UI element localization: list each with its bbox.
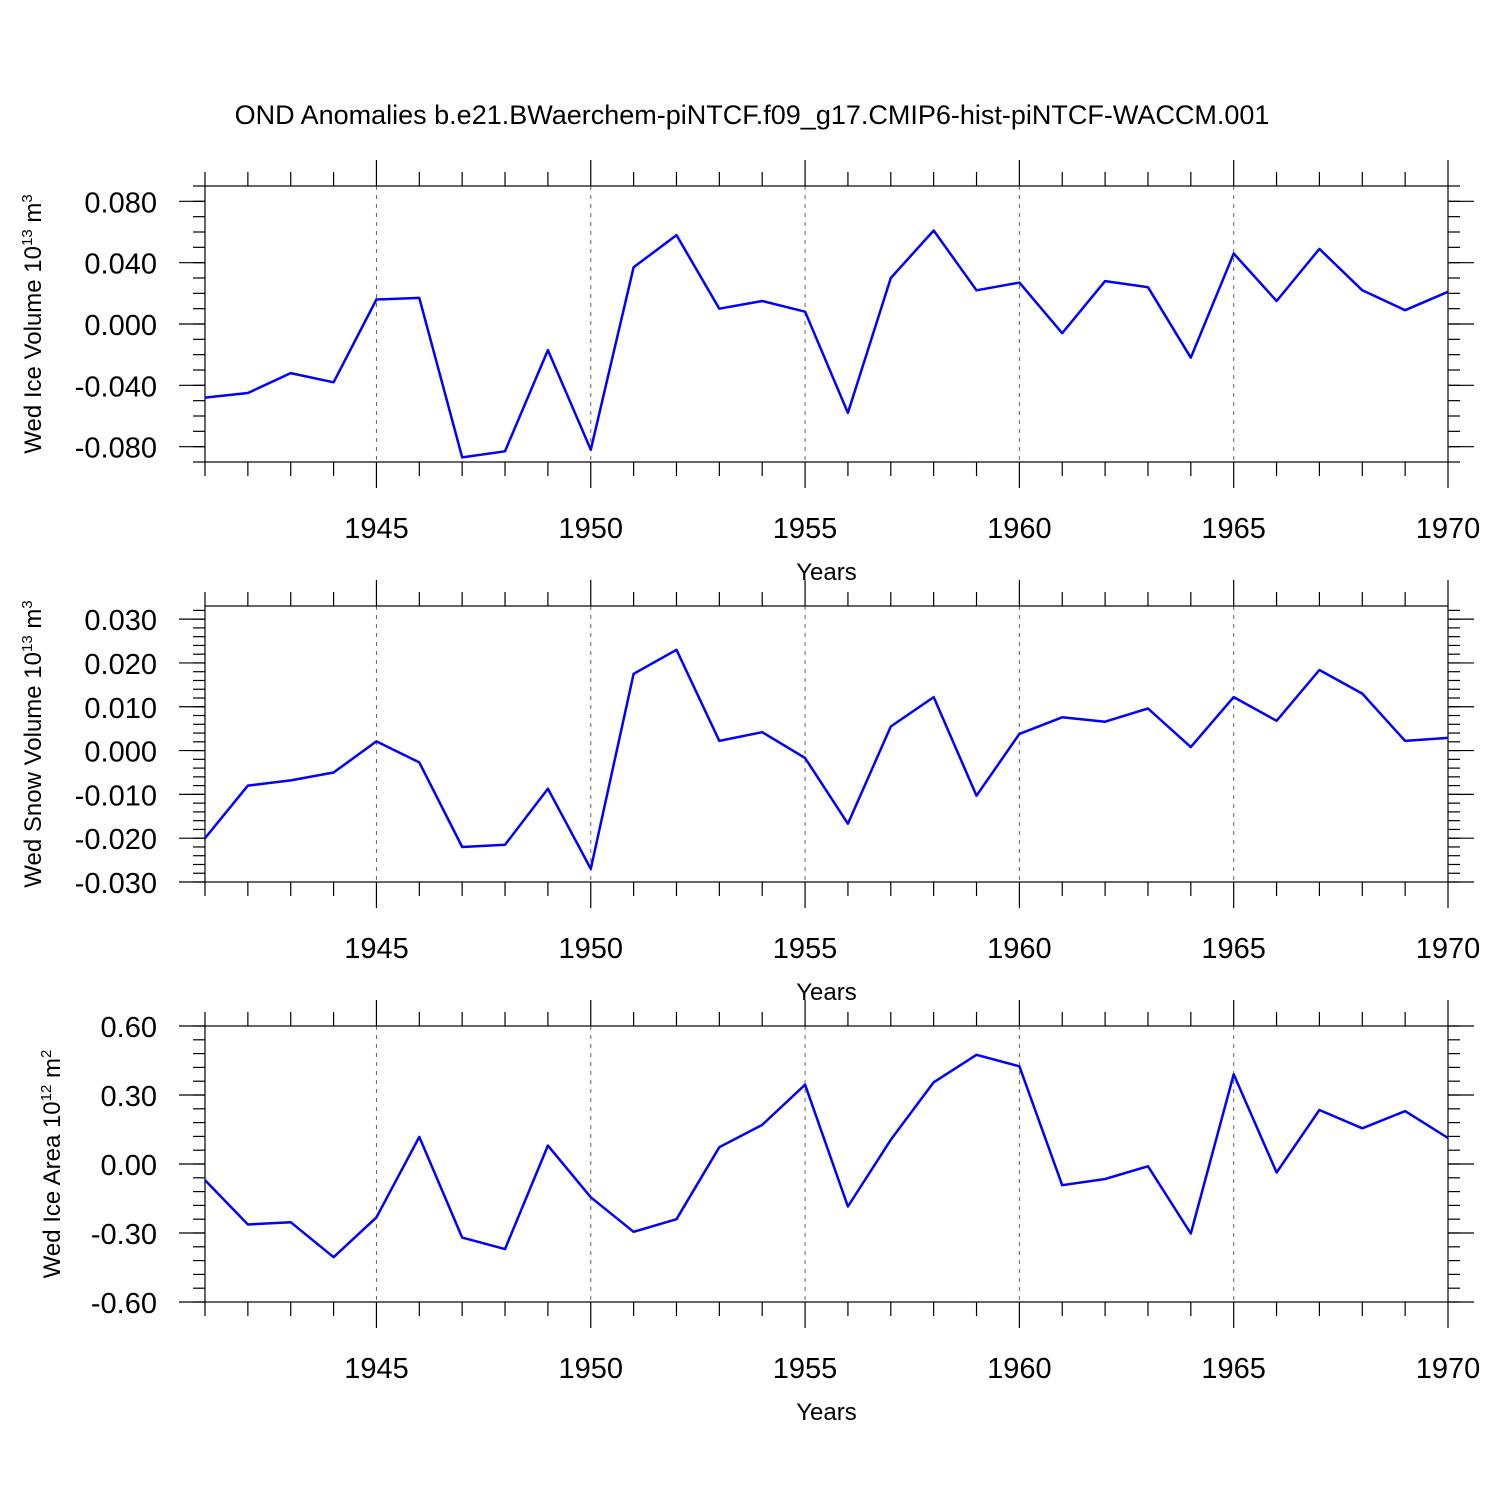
series-line: [204, 229, 1449, 459]
y-tick-label: 0.030: [84, 605, 157, 637]
y-tick-label: 0.00: [101, 1150, 157, 1182]
y-axis-label: Wed Snow Volume 1013 m3: [19, 600, 47, 887]
x-tick-label: 1945: [344, 933, 409, 965]
y-tick-label: 0.020: [84, 649, 157, 681]
chart-panel-3: -0.60 -0.30 0.00 0.30 0.60 1945 1950 1955 1960 19…: [38, 1000, 1480, 1426]
plot-frame: [204, 1025, 1449, 1303]
figure-title: OND Anomalies b.e21.BWaerchem-piNTCF.f09…: [235, 100, 1270, 130]
x-tick-label: 1960: [987, 513, 1052, 545]
x-tick-label: 1950: [559, 513, 624, 545]
y-tick-label: -0.080: [75, 433, 157, 465]
x-tick-label: 1965: [1201, 933, 1266, 965]
y-tick-label: 0.000: [84, 737, 157, 769]
y-tick-label: 0.040: [84, 249, 157, 281]
y-tick-label: -0.030: [75, 868, 157, 900]
x-tick-label: 1970: [1416, 1353, 1481, 1385]
y-tick-label: 0.60: [101, 1012, 157, 1044]
plot-frame: [204, 185, 1449, 463]
plot-frame: [204, 605, 1449, 883]
x-axis-label: Years: [796, 979, 857, 1006]
x-tick-label: 1955: [773, 1353, 838, 1385]
y-tick-label: 0.080: [84, 187, 157, 219]
y-tick-label: 0.30: [101, 1081, 157, 1113]
series-line: [204, 648, 1449, 871]
x-axis-label: Years: [796, 1399, 857, 1426]
y-tick-label: -0.040: [75, 371, 157, 403]
y-tick-label: 0.000: [84, 310, 157, 342]
x-tick-label: 1950: [559, 1353, 624, 1385]
chart-panel-2: -0.030 -0.020 -0.010 0.000 0.010 0.020 0.030 19…: [19, 580, 1480, 1006]
x-tick-label: 1970: [1416, 513, 1481, 545]
chart-panel-1: -0.080 -0.040 0.000 0.040 0.080 1945 1950 1955 1…: [19, 160, 1480, 586]
y-tick-label: -0.010: [75, 780, 157, 812]
x-tick-label: 1950: [559, 933, 624, 965]
x-tick-label: 1965: [1201, 1353, 1266, 1385]
x-tick-label: 1955: [773, 933, 838, 965]
x-tick-label: 1970: [1416, 933, 1481, 965]
y-tick-label: -0.020: [75, 824, 157, 856]
y-axis-label: Wed Ice Area 1012 m2: [38, 1050, 66, 1279]
x-tick-label: 1960: [987, 933, 1052, 965]
panels: -0.080 -0.040 0.000 0.040 0.080 1945 1950 1955 1…: [19, 160, 1480, 1426]
y-tick-label: -0.60: [91, 1288, 157, 1320]
x-tick-label: 1960: [987, 1353, 1052, 1385]
x-tick-label: 1955: [773, 513, 838, 545]
x-tick-label: 1945: [344, 513, 409, 545]
y-axis-label: Wed Ice Volume 1013 m3: [19, 194, 47, 453]
y-tick-label: -0.30: [91, 1219, 157, 1251]
x-axis-label: Years: [796, 559, 857, 586]
series-line: [204, 1053, 1449, 1259]
y-tick-label: 0.010: [84, 693, 157, 725]
x-tick-label: 1965: [1201, 513, 1266, 545]
x-tick-label: 1945: [344, 1353, 409, 1385]
